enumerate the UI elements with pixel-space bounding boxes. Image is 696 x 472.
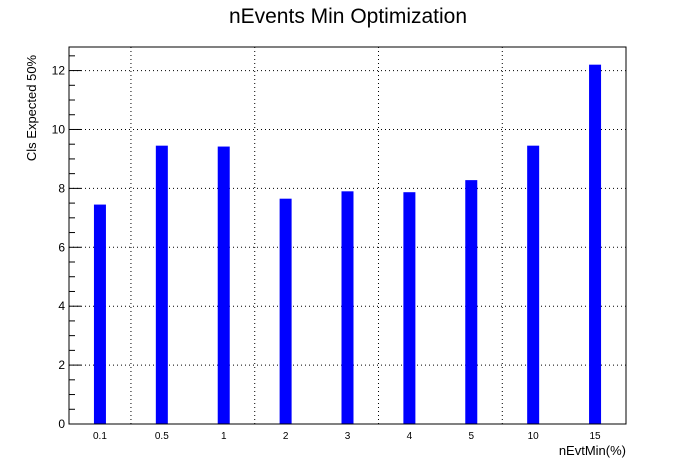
bar-2 bbox=[217, 146, 230, 424]
bar-7 bbox=[527, 145, 540, 424]
x-tick-label-6: 5 bbox=[468, 431, 474, 442]
y-tick-label-0: 0 bbox=[58, 417, 65, 431]
x-tick-label-8: 15 bbox=[589, 431, 601, 442]
axes bbox=[68, 46, 627, 425]
x-tick-label-3: 2 bbox=[283, 431, 289, 442]
y-tick-label-2: 4 bbox=[58, 299, 65, 313]
x-tick-label-0: 0.1 bbox=[93, 431, 107, 442]
y-tick-label-1: 2 bbox=[58, 358, 65, 372]
y-tick-label-3: 6 bbox=[58, 240, 65, 254]
plot-frame bbox=[68, 46, 627, 425]
y-tick-label-4: 8 bbox=[58, 181, 65, 195]
x-tick-label-4: 3 bbox=[345, 431, 351, 442]
y-tick-label-5: 10 bbox=[52, 122, 66, 136]
y-tick-label-6: 12 bbox=[52, 64, 66, 78]
bar-8 bbox=[589, 64, 602, 424]
x-axis-title: nEvtMin(%) bbox=[559, 443, 626, 458]
bar-5 bbox=[403, 192, 416, 424]
x-tick-label-7: 10 bbox=[528, 431, 540, 442]
chart-title: nEvents Min Optimization bbox=[229, 5, 467, 28]
x-tick-label-1: 0.5 bbox=[155, 431, 169, 442]
bar-6 bbox=[465, 180, 478, 424]
bar-3 bbox=[279, 198, 292, 424]
bar-4 bbox=[341, 191, 354, 424]
y-axis-title: Cls Expected 50% bbox=[24, 54, 39, 161]
bar-0 bbox=[93, 204, 106, 424]
bars bbox=[93, 64, 602, 424]
x-tick-label-2: 1 bbox=[221, 431, 227, 442]
x-tick-label-5: 4 bbox=[407, 431, 413, 442]
bar-1 bbox=[155, 145, 168, 424]
